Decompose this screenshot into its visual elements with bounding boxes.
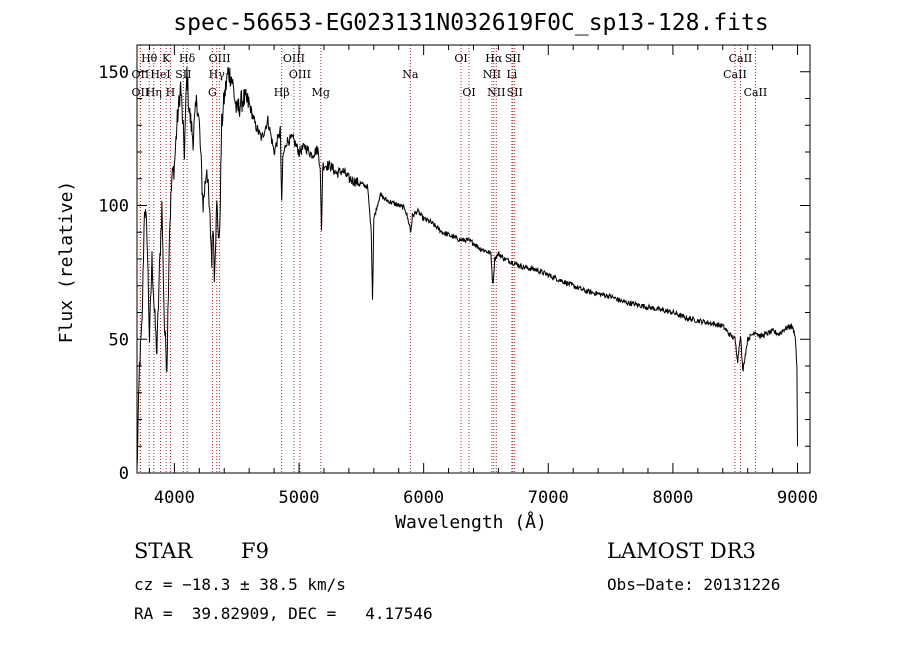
line-label-top-5: OI xyxy=(454,52,467,65)
line-label-low-8: SII xyxy=(507,86,523,99)
line-label-low-4: Hβ xyxy=(274,86,290,99)
y-tick-label-150: 150 xyxy=(98,63,129,83)
line-label-low-6: OI xyxy=(462,86,475,99)
x-axis-label: Wavelength (Å) xyxy=(395,511,547,533)
line-label-low-1: Hη xyxy=(146,86,162,99)
x-axis-ticks: 4000 5000 6000 7000 8000 9000 xyxy=(148,45,818,508)
spectrum-line xyxy=(136,66,798,470)
x-tick-label-9000: 9000 xyxy=(777,488,818,508)
redshift-cz: cz = −18.3 ± 38.5 km/s xyxy=(134,575,346,594)
line-label-top-2: Hδ xyxy=(179,52,196,65)
line-label-mid-7: Li xyxy=(506,68,517,81)
x-tick-label-6000: 6000 xyxy=(403,488,444,508)
chart-title: spec-56653-EG023131N032619F0C_sp13-128.f… xyxy=(173,10,768,36)
line-label-top-4: OIII xyxy=(283,52,305,65)
x-tick-label-4000: 4000 xyxy=(154,488,195,508)
y-axis-ticks: 0 50 100 150 xyxy=(98,44,810,484)
line-label-top-3: OIII xyxy=(209,52,231,65)
line-label-mid-2: SII xyxy=(175,68,191,81)
line-label-low-7: NII xyxy=(487,86,505,99)
y-tick-label-100: 100 xyxy=(98,197,129,217)
x-tick-label-8000: 8000 xyxy=(652,488,693,508)
spectrum-series xyxy=(136,66,798,470)
object-class: STAR xyxy=(134,539,193,563)
ra-dec: RA = 39.82909, DEC = 4.17546 xyxy=(134,604,433,623)
line-label-low-2: H xyxy=(166,86,176,99)
y-tick-label-0: 0 xyxy=(119,464,129,484)
line-label-low-0: OII xyxy=(132,86,150,99)
line-label-mid-3: Hγ xyxy=(209,68,226,81)
obs-date: Obs−Date: 20131226 xyxy=(607,575,781,594)
x-tick-label-5000: 5000 xyxy=(279,488,320,508)
y-tick-label-50: 50 xyxy=(109,330,129,350)
line-label-mid-1: HeI xyxy=(150,68,170,81)
line-label-mid-8: CaII xyxy=(723,68,747,81)
line-label-mid-5: Na xyxy=(402,68,419,81)
line-label-top-8: CaII xyxy=(729,52,753,65)
line-label-mid-6: NII xyxy=(483,68,501,81)
line-label-top-0: Hθ xyxy=(141,52,158,65)
subclass: F9 xyxy=(241,539,269,563)
x-tick-label-7000: 7000 xyxy=(528,488,569,508)
line-label-mid-4: OIII xyxy=(289,68,311,81)
line-label-low-5: Mg xyxy=(312,86,330,99)
line-label-top-6: Hα xyxy=(485,52,503,65)
line-label-top-1: K xyxy=(162,52,171,65)
line-label-low-3: G xyxy=(208,86,217,99)
line-label-top-7: SII xyxy=(505,52,521,65)
survey-name: LAMOST DR3 xyxy=(607,539,756,563)
y-axis-label: Flux (relative) xyxy=(56,181,77,344)
line-label-low-9: CaII xyxy=(744,86,768,99)
emission-line-markers xyxy=(139,45,756,473)
line-label-mid-0: OII xyxy=(132,68,150,81)
